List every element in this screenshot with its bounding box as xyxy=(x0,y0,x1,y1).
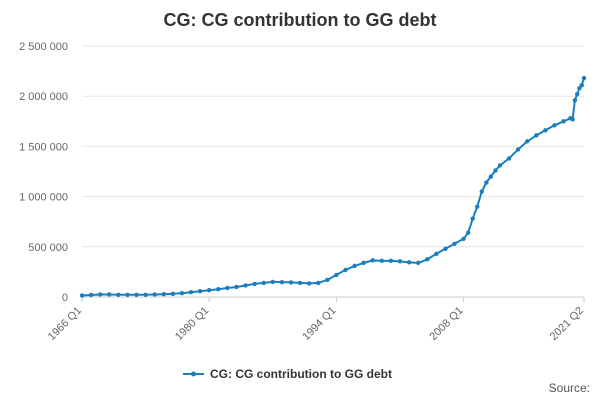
data-point[interactable] xyxy=(143,292,148,297)
data-point[interactable] xyxy=(461,236,466,241)
series-layer xyxy=(79,75,587,298)
data-point[interactable] xyxy=(207,287,212,293)
data-point[interactable] xyxy=(216,286,221,292)
data-point[interactable] xyxy=(488,174,494,179)
data-point[interactable] xyxy=(497,163,503,168)
data-point[interactable] xyxy=(261,280,266,286)
data-point[interactable] xyxy=(452,241,457,246)
data-point[interactable] xyxy=(161,291,166,297)
data-point[interactable] xyxy=(225,285,230,291)
data-point[interactable] xyxy=(234,284,239,290)
data-point[interactable] xyxy=(352,263,357,269)
data-point[interactable] xyxy=(388,258,394,264)
data-point[interactable] xyxy=(506,156,512,161)
data-point[interactable] xyxy=(134,292,139,297)
y-tick-label: 0 xyxy=(62,292,68,304)
data-point[interactable] xyxy=(170,291,176,296)
x-axis: 1966 Q1 1980 Q1 1994 Q1 2008 Q1 2021 Q2 xyxy=(46,297,586,343)
data-point[interactable] xyxy=(543,128,548,133)
data-point[interactable] xyxy=(279,279,285,285)
chart-title: CG: CG contribution to GG debt xyxy=(164,10,437,30)
data-point[interactable] xyxy=(79,293,85,298)
data-point[interactable] xyxy=(484,180,489,185)
x-tick-label: 2021 Q2 xyxy=(548,305,586,343)
y-tick-label: 2 500 000 xyxy=(19,41,68,53)
data-point[interactable] xyxy=(288,280,294,285)
y-tick-label: 1 000 000 xyxy=(19,192,68,204)
y-tick-label: 500 000 xyxy=(28,242,68,254)
data-point[interactable] xyxy=(434,251,439,257)
data-point[interactable] xyxy=(306,281,312,286)
y-tick-label: 2 000 000 xyxy=(19,91,68,103)
data-point[interactable] xyxy=(316,280,321,286)
data-point[interactable] xyxy=(561,119,566,124)
data-point[interactable] xyxy=(252,281,257,287)
x-tick-label: 2008 Q1 xyxy=(427,305,465,343)
data-point[interactable] xyxy=(475,204,480,209)
data-point[interactable] xyxy=(574,91,580,97)
data-point[interactable] xyxy=(479,189,484,194)
y-tick-label: 1 500 000 xyxy=(19,141,68,153)
data-point[interactable] xyxy=(343,267,348,273)
data-point[interactable] xyxy=(493,168,498,173)
data-point[interactable] xyxy=(116,292,121,297)
data-point[interactable] xyxy=(525,139,530,144)
data-point[interactable] xyxy=(465,230,471,235)
legend-marker xyxy=(191,371,196,377)
x-tick-label: 1980 Q1 xyxy=(173,305,211,343)
legend-label: CG: CG contribution to GG debt xyxy=(210,367,392,381)
data-point[interactable] xyxy=(415,260,421,266)
data-point[interactable] xyxy=(243,283,248,288)
data-point[interactable] xyxy=(152,292,157,297)
data-point[interactable] xyxy=(325,277,330,283)
data-point[interactable] xyxy=(370,258,375,263)
data-point[interactable] xyxy=(97,292,103,297)
data-point[interactable] xyxy=(361,260,366,266)
data-point[interactable] xyxy=(552,123,557,128)
series-line xyxy=(81,77,585,297)
data-point[interactable] xyxy=(515,147,521,152)
data-point[interactable] xyxy=(88,292,94,298)
data-point[interactable] xyxy=(534,133,539,138)
data-point[interactable] xyxy=(572,98,578,103)
data-point[interactable] xyxy=(579,82,584,88)
data-point[interactable] xyxy=(334,272,339,278)
data-point[interactable] xyxy=(107,292,112,297)
data-point[interactable] xyxy=(179,290,185,296)
gridlines xyxy=(82,45,584,298)
data-point[interactable] xyxy=(406,260,412,265)
data-point[interactable] xyxy=(443,246,448,252)
data-point[interactable] xyxy=(125,292,130,297)
data-point[interactable] xyxy=(570,117,575,122)
data-point[interactable] xyxy=(425,257,430,262)
legend[interactable]: CG: CG contribution to GG debt xyxy=(183,367,392,381)
data-point[interactable] xyxy=(297,280,303,286)
y-axis: 0 500 000 1 000 000 1 500 000 2 000 000 2 500… xyxy=(19,41,68,304)
data-point[interactable] xyxy=(397,259,403,264)
data-point[interactable] xyxy=(197,288,203,294)
data-point[interactable] xyxy=(379,258,385,264)
source-label: Source: xyxy=(549,381,590,395)
data-point[interactable] xyxy=(188,289,194,295)
data-point[interactable] xyxy=(470,216,475,221)
x-tick-label: 1994 Q1 xyxy=(300,305,338,343)
x-tick-label: 1966 Q1 xyxy=(46,305,84,343)
data-point[interactable] xyxy=(581,75,587,81)
data-point[interactable] xyxy=(577,85,582,91)
data-point[interactable] xyxy=(270,279,276,285)
